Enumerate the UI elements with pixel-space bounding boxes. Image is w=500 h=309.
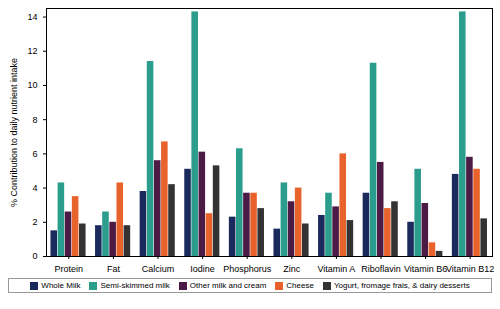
html-text:Yogurt, fromage frais, & dairy: Yogurt, fromage frais, & dairy desserts [333,281,470,290]
svg-text:4: 4 [32,183,37,193]
svg-text:Phosphorus: Phosphorus [223,264,272,274]
svg-text:Vitamin B6: Vitamin B6 [404,264,447,274]
svg-text:8: 8 [32,115,37,125]
html-text:Semi-skimmed milk: Semi-skimmed milk [100,281,170,290]
svg-text:% Contribution to daily nutrie: % Contribution to daily nutrient intake [9,58,19,207]
html-text:Whole Milk: Whole Milk [41,281,81,290]
html-text:Cheese: Cheese [286,281,314,290]
svg-text:Iodine: Iodine [190,264,215,274]
svg-text:Vitamin B12: Vitamin B12 [446,264,494,274]
svg-text:Zinc: Zinc [283,264,301,274]
svg-text:Riboflavin: Riboflavin [361,264,401,274]
svg-text:0: 0 [32,251,37,261]
html-text:Other milk and cream: Other milk and cream [189,281,267,290]
svg-text:14: 14 [27,12,37,22]
svg-text:10: 10 [27,80,37,90]
svg-text:12: 12 [27,46,37,56]
svg-text:Fat: Fat [107,264,121,274]
svg-text:6: 6 [32,149,37,159]
svg-text:2: 2 [32,217,37,227]
svg-text:Protein: Protein [55,264,84,274]
svg-text:Vitamin A: Vitamin A [317,264,355,274]
svg-text:Calcium: Calcium [142,264,175,274]
